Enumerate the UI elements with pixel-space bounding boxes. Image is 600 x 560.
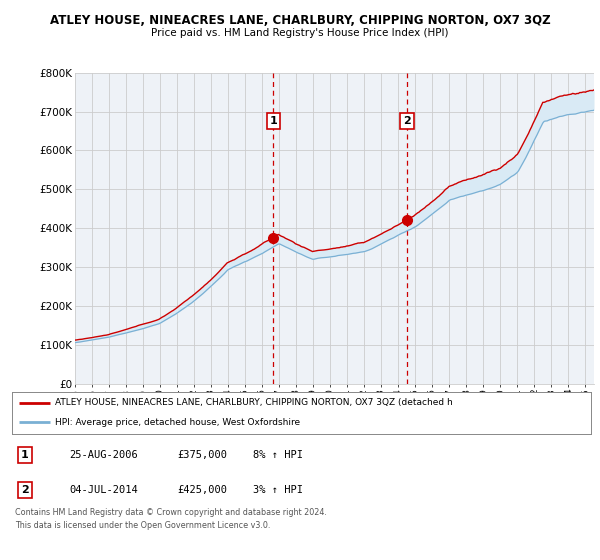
Text: ATLEY HOUSE, NINEACRES LANE, CHARLBURY, CHIPPING NORTON, OX7 3QZ: ATLEY HOUSE, NINEACRES LANE, CHARLBURY, … bbox=[50, 14, 550, 27]
Text: HPI: Average price, detached house, West Oxfordshire: HPI: Average price, detached house, West… bbox=[55, 418, 301, 427]
Text: Price paid vs. HM Land Registry's House Price Index (HPI): Price paid vs. HM Land Registry's House … bbox=[151, 28, 449, 38]
Text: £375,000: £375,000 bbox=[178, 450, 227, 460]
Text: 3% ↑ HPI: 3% ↑ HPI bbox=[253, 486, 303, 495]
Text: 1: 1 bbox=[21, 450, 28, 460]
Text: 25-AUG-2006: 25-AUG-2006 bbox=[70, 450, 139, 460]
Text: 1: 1 bbox=[269, 116, 277, 126]
Text: 8% ↑ HPI: 8% ↑ HPI bbox=[253, 450, 303, 460]
Text: ATLEY HOUSE, NINEACRES LANE, CHARLBURY, CHIPPING NORTON, OX7 3QZ (detached h: ATLEY HOUSE, NINEACRES LANE, CHARLBURY, … bbox=[55, 398, 453, 407]
Text: 2: 2 bbox=[403, 116, 411, 126]
Text: Contains HM Land Registry data © Crown copyright and database right 2024.: Contains HM Land Registry data © Crown c… bbox=[15, 508, 327, 517]
Text: 2: 2 bbox=[21, 486, 28, 495]
Text: 04-JUL-2014: 04-JUL-2014 bbox=[70, 486, 139, 495]
Text: £425,000: £425,000 bbox=[178, 486, 227, 495]
Text: This data is licensed under the Open Government Licence v3.0.: This data is licensed under the Open Gov… bbox=[15, 521, 271, 530]
